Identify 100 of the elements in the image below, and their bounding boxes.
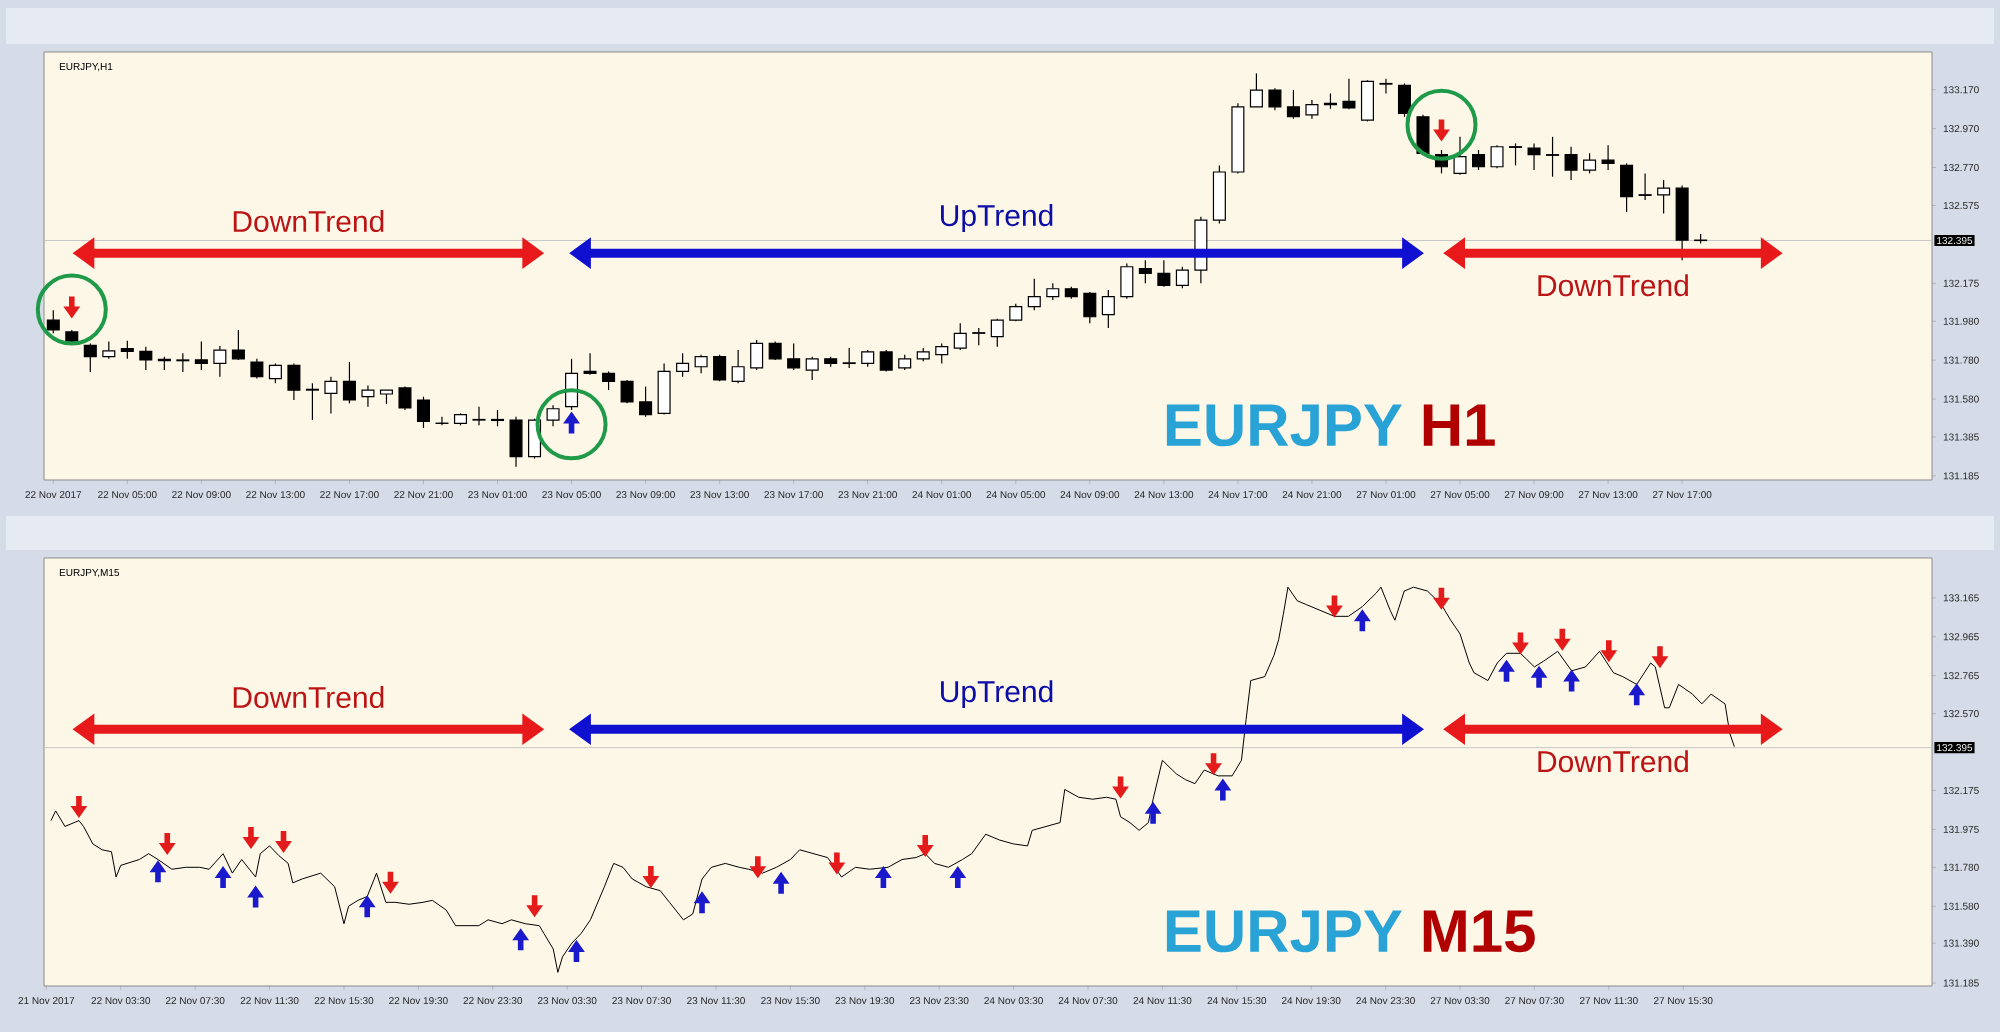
candlestick: [120, 340, 134, 360]
candlestick: [305, 382, 319, 421]
point: [568, 939, 585, 962]
candlestick: [731, 349, 745, 384]
candlestick: [46, 309, 60, 334]
point: [70, 795, 88, 818]
point: [1651, 646, 1669, 669]
annotation: M15: [1423, 910, 1535, 953]
candlestick: [213, 345, 227, 378]
point: [214, 866, 232, 889]
candlestick: [1471, 149, 1486, 171]
point: [1553, 628, 1571, 651]
candlestick: [1342, 78, 1356, 110]
candlestick: [768, 340, 782, 361]
candlestick: [657, 362, 671, 416]
point: [1326, 595, 1343, 618]
candlestick: [139, 346, 153, 371]
point: [1530, 665, 1548, 688]
candlestick: [231, 329, 245, 361]
candlestick: [287, 362, 301, 401]
annotation: H1: [1423, 404, 1495, 446]
point: [275, 831, 292, 854]
candlestick: [1138, 259, 1152, 284]
candlestick: [583, 352, 597, 376]
annotation: DownTrend: [1538, 274, 1688, 297]
candlestick: [676, 352, 690, 378]
candlestick: [1546, 136, 1560, 178]
point: [526, 895, 544, 918]
candlestick: [602, 370, 616, 391]
candlestick: [1379, 78, 1393, 95]
candlestick: [990, 318, 1004, 348]
point: [949, 866, 967, 889]
candlestick: [1620, 162, 1634, 213]
candlestick: [324, 376, 338, 415]
point: [693, 891, 711, 914]
annotation: DownTrend: [233, 686, 384, 709]
point: [1353, 609, 1371, 632]
candlestick: [1083, 291, 1097, 324]
candlestick: [935, 342, 949, 365]
point: [916, 834, 934, 857]
candlestick: [342, 361, 356, 404]
candlestick: [1157, 259, 1171, 288]
candlestick: [1249, 72, 1263, 108]
candlestick: [194, 340, 208, 371]
candlestick: [176, 352, 190, 373]
point: [1498, 659, 1515, 682]
candlestick: [1305, 99, 1319, 120]
candlestick: [1509, 142, 1523, 166]
point: [242, 827, 260, 850]
candlestick: [268, 362, 282, 384]
candlestick: [1360, 79, 1374, 123]
candlestick: [1601, 144, 1615, 171]
candlestick: [694, 354, 708, 374]
point: [1112, 776, 1129, 799]
point: [35, 273, 108, 346]
point: [247, 885, 265, 908]
candlestick: [1583, 152, 1597, 174]
candlestick: [750, 339, 764, 371]
annotation: UpTrend: [941, 680, 1053, 709]
candlestick: [250, 358, 264, 380]
candlestick: [83, 342, 97, 373]
point: [358, 895, 376, 918]
candlestick: [1397, 82, 1411, 118]
point: [1600, 640, 1618, 663]
point: [772, 871, 790, 894]
candlestick: [713, 354, 727, 382]
point: [512, 928, 530, 951]
point: [1144, 801, 1162, 824]
candlestick: [1638, 172, 1652, 201]
point: [1205, 753, 1222, 776]
candlestick: [1527, 142, 1541, 171]
candlestick: [1453, 136, 1467, 176]
candlestick: [805, 356, 819, 381]
candlestick: [639, 386, 653, 418]
point: [1563, 669, 1581, 692]
point: [1512, 632, 1529, 655]
candlestick: [1027, 278, 1041, 311]
point: [828, 852, 846, 875]
candlestick: [546, 404, 560, 427]
annotation: DownTrend: [233, 210, 384, 233]
point: [149, 860, 167, 883]
point: [1405, 88, 1478, 161]
annotation: DownTrend: [1538, 750, 1688, 773]
point: [158, 832, 176, 855]
candlestick: [1564, 146, 1578, 181]
candlestick: [1175, 266, 1189, 289]
candlestick: [787, 342, 801, 371]
candlestick: [1286, 89, 1300, 120]
candlestick: [1120, 262, 1134, 300]
candlestick: [953, 322, 967, 351]
point: [1433, 587, 1450, 610]
point: [382, 871, 399, 894]
candlestick: [1101, 289, 1115, 329]
candlestick: [509, 416, 523, 468]
point: [642, 866, 660, 889]
point: [749, 856, 767, 879]
candlestick: [1490, 144, 1504, 169]
annotation: EURJPY: [1166, 404, 1402, 447]
point: [874, 866, 892, 889]
candlestick: [416, 396, 430, 429]
